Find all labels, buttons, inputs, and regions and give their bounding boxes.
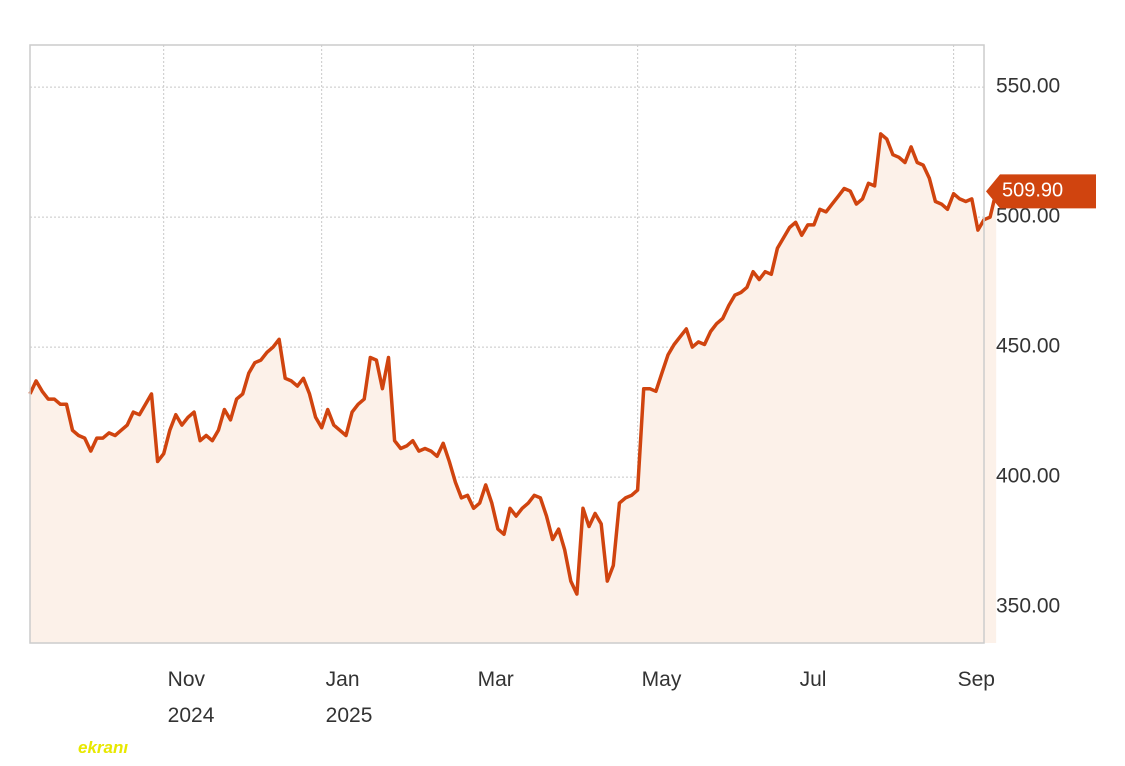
x-tick-label: Jul	[799, 668, 827, 691]
area	[30, 133, 997, 643]
plot-border	[29, 44, 985, 644]
price-tag	[986, 174, 1096, 209]
x-tick-label: Jan 2025	[325, 668, 373, 727]
x-tick-label: May	[641, 668, 682, 691]
y-tick-label: 500.00	[996, 205, 1060, 228]
price-tag-label: 509.90	[1002, 180, 1063, 202]
watermark: ekranı	[78, 738, 129, 757]
x-tick-label: Sep	[957, 668, 995, 691]
line	[28, 132, 998, 596]
x-tick-label: Mar	[477, 668, 514, 691]
x-tick-label: Nov 2024	[167, 668, 215, 727]
y-tick-label: 350.00	[996, 595, 1060, 618]
y-tick-label: 450.00	[996, 335, 1060, 358]
y-tick-label: 400.00	[996, 465, 1060, 488]
y-tick-label: 550.00	[996, 75, 1060, 98]
